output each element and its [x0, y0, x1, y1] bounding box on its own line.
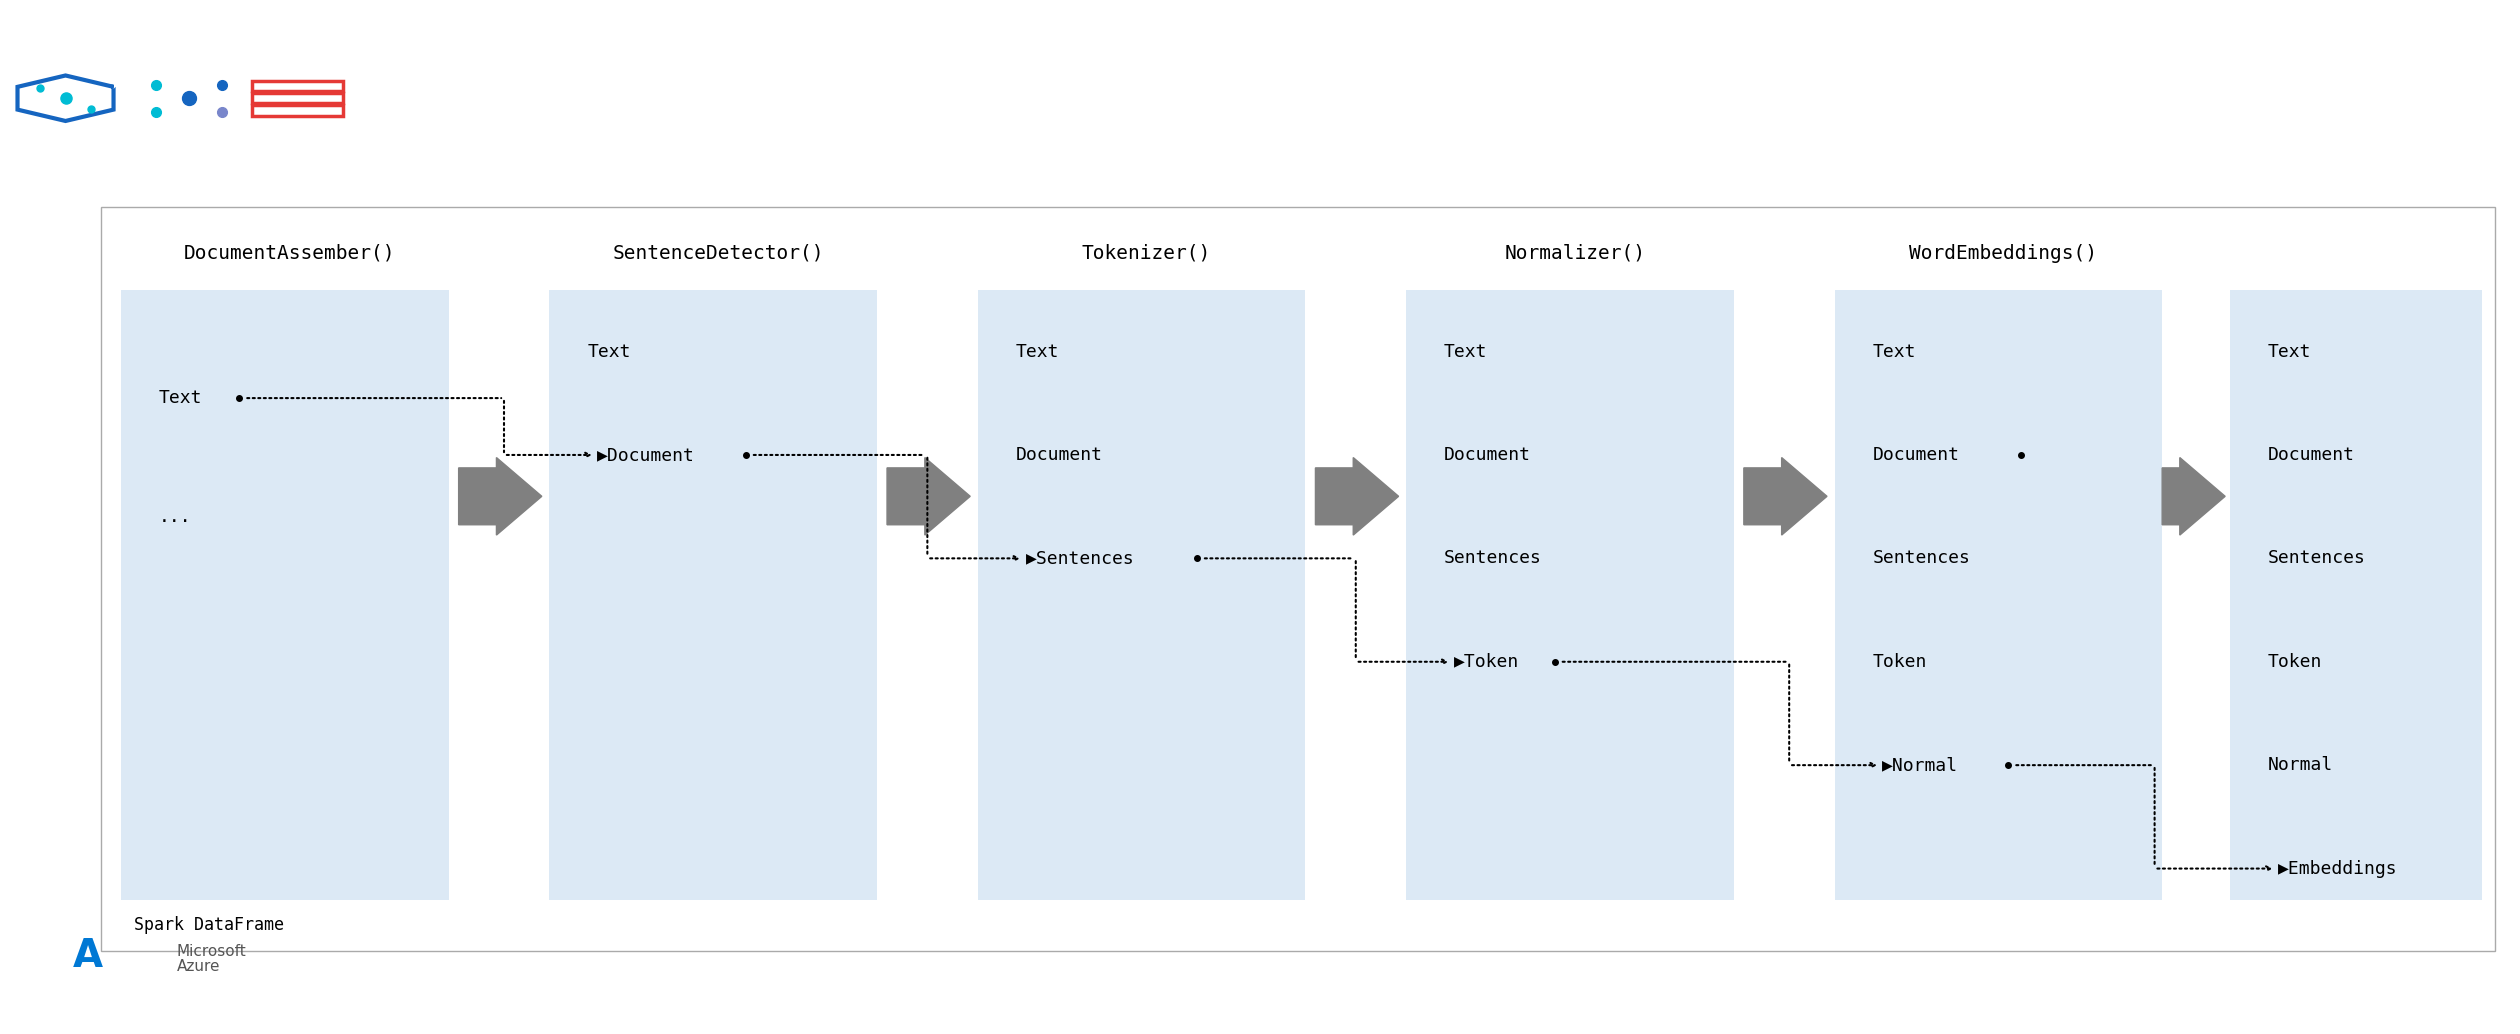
Text: Sentences: Sentences — [1872, 549, 1971, 568]
FancyBboxPatch shape — [549, 290, 877, 900]
Text: Document: Document — [1444, 446, 1532, 464]
Text: ...: ... — [159, 508, 192, 526]
Text: Text: Text — [2268, 342, 2311, 361]
Text: Azure: Azure — [176, 960, 219, 974]
Text: Sentences: Sentences — [1444, 549, 1542, 568]
Text: Normal: Normal — [2268, 756, 2334, 774]
Text: ▶Embeddings: ▶Embeddings — [2278, 859, 2397, 878]
Text: Token: Token — [2268, 652, 2323, 671]
Text: Text: Text — [1444, 342, 1487, 361]
Text: SentenceDetector(): SentenceDetector() — [612, 244, 824, 263]
FancyBboxPatch shape — [2230, 290, 2482, 900]
Text: ▶Document: ▶Document — [597, 446, 696, 464]
Text: Text: Text — [1872, 342, 1915, 361]
Text: DocumentAssember(): DocumentAssember() — [184, 244, 396, 263]
Text: Spark DataFrame: Spark DataFrame — [134, 916, 285, 935]
Text: Sentences: Sentences — [2268, 549, 2366, 568]
Text: Text: Text — [587, 342, 630, 361]
FancyBboxPatch shape — [978, 290, 1305, 900]
FancyBboxPatch shape — [1835, 290, 2162, 900]
Text: Document: Document — [2268, 446, 2356, 464]
FancyBboxPatch shape — [121, 290, 449, 900]
Text: ▶Sentences: ▶Sentences — [1026, 549, 1134, 568]
Text: Document: Document — [1016, 446, 1104, 464]
FancyArrow shape — [1744, 457, 1827, 536]
Text: ▶Normal: ▶Normal — [1882, 756, 1958, 774]
Text: Normalizer(): Normalizer() — [1504, 244, 1646, 263]
FancyArrow shape — [2162, 457, 2225, 536]
Text: Text: Text — [159, 389, 202, 407]
FancyBboxPatch shape — [1406, 290, 1734, 900]
Text: Document: Document — [1872, 446, 1961, 464]
Text: WordEmbeddings(): WordEmbeddings() — [1910, 244, 2097, 263]
Text: Token: Token — [1872, 652, 1928, 671]
FancyArrow shape — [1315, 457, 1399, 536]
Text: Tokenizer(): Tokenizer() — [1081, 244, 1212, 263]
Text: Microsoft: Microsoft — [176, 944, 247, 959]
Text: ▶Token: ▶Token — [1454, 652, 1520, 671]
Text: Text: Text — [1016, 342, 1058, 361]
FancyArrow shape — [887, 457, 970, 536]
FancyBboxPatch shape — [101, 207, 2495, 951]
Text: A: A — [73, 938, 103, 975]
FancyArrow shape — [459, 457, 542, 536]
